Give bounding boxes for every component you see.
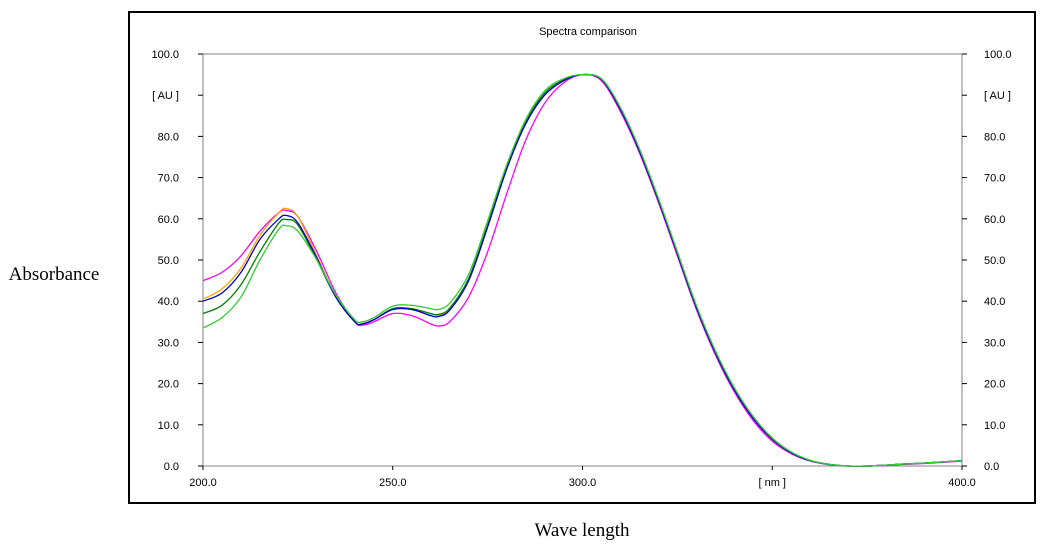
y-tick-label-right: 80.0 — [984, 131, 1005, 143]
y-tick-label-right: 50.0 — [984, 255, 1005, 267]
y-tick-label-left: 30.0 — [158, 337, 179, 349]
y-tick-label-left: 100.0 — [151, 49, 179, 61]
y-tick-label-right: 60.0 — [984, 214, 1005, 226]
y-tick-label-left: 80.0 — [158, 131, 179, 143]
series-lines — [202, 73, 963, 467]
chart-title: Spectra comparison — [539, 26, 637, 38]
y-axis-left: 0.0 10.0 20.0 30.0 40.0 50.0 60.0 70.0 80.0 [ AU … — [151, 49, 203, 473]
y-tick-label-left: 70.0 — [158, 173, 179, 185]
y-tick-label-left: 60.0 — [158, 214, 179, 226]
y-tick-label-right: 0.0 — [984, 461, 999, 473]
y-tick-label-right: 20.0 — [984, 379, 1005, 391]
x-axis-title: Wave length — [534, 520, 630, 541]
y-tick-label-right: 10.0 — [984, 420, 1005, 432]
x-axis: 200.0 250.0 300.0 [ nm ] 400.0 — [189, 466, 976, 489]
y-tick-label-left: 40.0 — [158, 296, 179, 308]
y-tick-label-right: 30.0 — [984, 337, 1005, 349]
y-tick-label-right: [ AU ] — [984, 90, 1011, 102]
x-tick-label: [ nm ] — [758, 477, 786, 489]
y-tick-label-left: 20.0 — [158, 379, 179, 391]
y-tick-label-left: 0.0 — [164, 461, 179, 473]
y-tick-label-left: [ AU ] — [152, 90, 179, 102]
spectrum-line-5 — [202, 73, 963, 467]
x-tick-label: 200.0 — [189, 477, 217, 489]
y-tick-label-right: 70.0 — [984, 173, 1005, 185]
y-tick-label-left: 10.0 — [158, 420, 179, 432]
x-tick-label: 400.0 — [948, 477, 976, 489]
y-tick-label-right: 40.0 — [984, 296, 1005, 308]
y-tick-label-right: 100.0 — [984, 49, 1012, 61]
y-axis-right: 0.0 10.0 20.0 30.0 40.0 50.0 60.0 70.0 80.0 [ AU … — [962, 49, 1012, 473]
x-tick-label: 250.0 — [379, 477, 407, 489]
y-axis-title: Absorbance — [9, 264, 100, 285]
chart-frame — [128, 11, 1036, 504]
x-tick-label: 300.0 — [569, 477, 597, 489]
y-tick-label-left: 50.0 — [158, 255, 179, 267]
